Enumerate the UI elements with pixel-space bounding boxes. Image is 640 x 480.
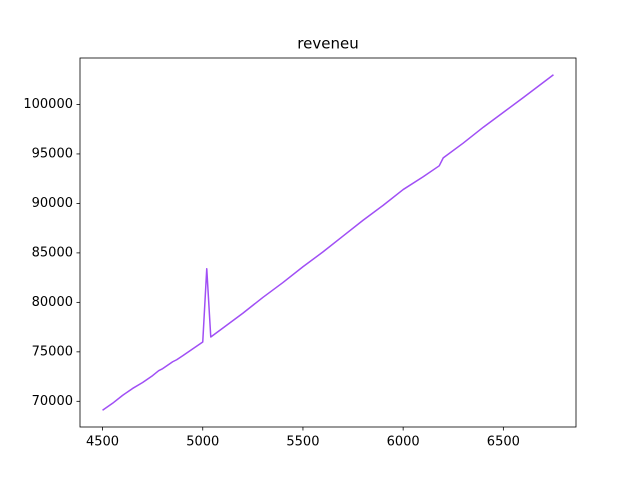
x-tick-label: 5500 [286, 435, 319, 450]
y-tick-label: 100000 [23, 97, 73, 112]
y-tick-label: 70000 [32, 394, 73, 409]
chart-title: reveneu [297, 35, 358, 53]
data-line [102, 74, 554, 411]
y-tick-label: 80000 [32, 295, 73, 310]
y-tick-label: 75000 [32, 344, 73, 359]
plot-frame [79, 57, 577, 428]
y-tick-label: 85000 [32, 245, 73, 260]
x-tick-label: 5000 [186, 435, 219, 450]
x-tick-label: 4500 [86, 435, 119, 450]
x-tick-label: 6000 [387, 435, 420, 450]
x-tick-label: 6500 [487, 435, 520, 450]
y-tick-label: 95000 [32, 146, 73, 161]
y-tick-label: 90000 [32, 196, 73, 211]
